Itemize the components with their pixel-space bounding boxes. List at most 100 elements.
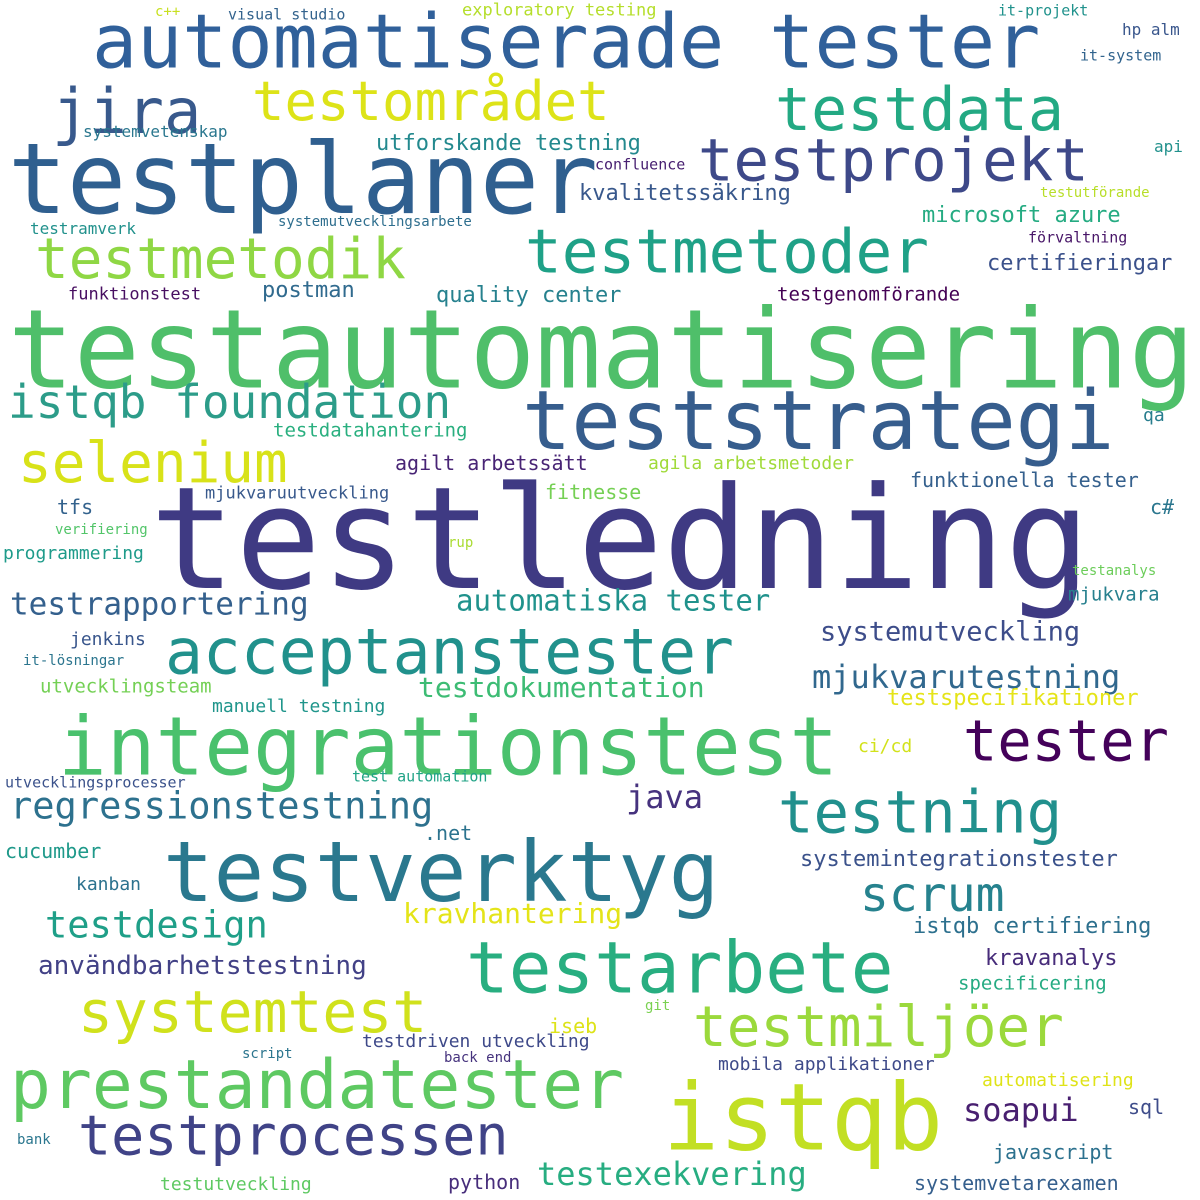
word-kravanalys: kravanalys (985, 946, 1118, 971)
word-fitnesse: fitnesse (545, 480, 642, 504)
word-istqb: istqb (663, 1063, 943, 1172)
word-programmering: programmering (3, 543, 144, 564)
word-testomradet: testområdet (252, 70, 610, 133)
word-c-sharp: c# (1150, 495, 1175, 519)
word-testmetodik: testmetodik (35, 227, 406, 292)
word-manuell-testning: manuell testning (212, 696, 386, 717)
word-testmiljoer: testmiljöer (693, 995, 1064, 1060)
word-specificering: specificering (958, 972, 1107, 995)
word-systemutveckling: systemutveckling (820, 616, 1081, 648)
word-agilt-arbetssatt: agilt arbetssätt (395, 451, 588, 475)
word-hp-alm: hp alm (1122, 20, 1180, 39)
word-ci-cd: ci/cd (858, 736, 913, 757)
word-kvalitetssakring: kvalitetssäkring (579, 181, 791, 206)
word-utvecklingsprocesser: utvecklingsprocesser (5, 773, 186, 792)
word-sql: sql (1128, 1095, 1165, 1119)
word-quality-center: quality center (436, 283, 622, 308)
word-istqb-foundation: istqb foundation (8, 375, 452, 429)
word-iseb: iseb (549, 1014, 598, 1038)
word-testdata: testdata (775, 75, 1064, 145)
word-testutforande: testutförande (1040, 185, 1150, 201)
word-mjukvara: mjukvara (1068, 583, 1160, 606)
word-microsoft-azure: microsoft azure (922, 203, 1121, 228)
word-it-system: it-system (1080, 46, 1162, 65)
word-systemvetarexamen: systemvetarexamen (914, 1171, 1119, 1195)
word-test-automation: test automation (352, 767, 488, 786)
word-back-end: back end (444, 1050, 512, 1066)
word-git: git (645, 998, 671, 1014)
word-script: script (242, 1046, 293, 1062)
word-bank: bank (17, 1132, 51, 1148)
word-testverktyg: testverktyg (163, 823, 720, 921)
word-testutveckling: testutveckling (160, 1174, 312, 1195)
word-testdatahantering: testdatahantering (273, 419, 468, 442)
word-jenkins: jenkins (70, 629, 146, 650)
word-testning: testning (778, 777, 1063, 847)
word-mjukvaruutveckling: mjukvaruutveckling (205, 483, 390, 504)
word-postman: postman (262, 278, 355, 303)
word-exploratory-testing: exploratory testing (462, 0, 657, 21)
word-automatiska-tester: automatiska tester (456, 583, 771, 618)
word-funktionstest: funktionstest (68, 284, 202, 305)
word-verifiering: verifiering (55, 522, 148, 538)
word-testmetoder: testmetoder (525, 216, 929, 288)
word-testautomatisering: testautomatisering (8, 285, 1195, 414)
word-dot-net: .net (424, 821, 473, 845)
word-testgenomforande: testgenomförande (777, 283, 961, 306)
word-testprocessen: testprocessen (78, 1103, 509, 1168)
word-api: api (1154, 137, 1183, 156)
word-visual-studio: visual studio (228, 5, 346, 24)
word-automatiserade-tester: automatiserade tester (92, 0, 1041, 86)
word-testplaner: testplaner (8, 123, 599, 237)
word-mobila-applikationer: mobila applikationer (718, 1054, 935, 1075)
word-soapui: soapui (963, 1091, 1079, 1129)
word-systemtest: systemtest (78, 978, 428, 1046)
word-agila-arbetsmetoder: agila arbetsmetoder (648, 453, 854, 474)
word-selenium: selenium (18, 431, 288, 496)
word-kravhantering: kravhantering (403, 897, 623, 930)
word-testprojekt: testprojekt (698, 125, 1089, 195)
word-tester: tester (963, 708, 1169, 775)
word-testdriven-utveckling: testdriven utveckling (362, 1031, 590, 1052)
word-kanban: kanban (76, 874, 142, 895)
word-c-plus-plus: c++ (155, 4, 181, 20)
word-automatisering: automatisering (982, 1070, 1134, 1091)
word-anvandbarhetstestning: användbarhetstestning (38, 951, 367, 981)
word-scrum: scrum (860, 867, 1005, 923)
word-python: python (448, 1170, 521, 1194)
word-systemintegrationstester: systemintegrationstester (800, 847, 1118, 872)
word-testarbete: testarbete (466, 926, 894, 1010)
word-testrapportering: testrapportering (10, 586, 309, 623)
word-it-projekt: it-projekt (998, 1, 1089, 20)
word-testanalys: testanalys (1072, 563, 1157, 579)
word-javascript: javascript (993, 1140, 1114, 1164)
word-testspecifikationer: testspecifikationer (887, 686, 1139, 711)
word-testdokumentation: testdokumentation (418, 671, 705, 704)
word-testdesign: testdesign (45, 903, 268, 947)
word-regressionstestning: regressionstestning (10, 784, 434, 828)
word-confluence: confluence (595, 155, 686, 174)
word-forvaltning: förvaltning (1028, 228, 1128, 247)
word-utforskande-testning: utforskande testning (376, 131, 641, 156)
word-systemvetenskap: systemvetenskap (83, 122, 228, 141)
word-testexekvering: testexekvering (537, 1155, 807, 1193)
word-certifieringar: certifieringar (987, 251, 1173, 276)
word-tfs: tfs (57, 495, 94, 519)
word-teststrategi: teststrategi (522, 374, 1115, 469)
word-cucumber: cucumber (5, 839, 102, 863)
word-prestandatester: prestandatester (10, 1046, 625, 1125)
word-mjukvarutestning: mjukvarutestning (812, 658, 1121, 696)
word-qa: qa (1143, 405, 1165, 426)
word-utvecklingsteam: utvecklingsteam (40, 675, 212, 698)
word-rup: rup (448, 535, 474, 551)
word-systemutvecklingsarbete: systemutvecklingsarbete (278, 214, 472, 230)
word-acceptanstester: acceptanstester (165, 615, 734, 689)
word-integrationstest: integrationstest (58, 700, 839, 795)
word-testramverk: testramverk (30, 219, 136, 238)
word-jira: jira (52, 75, 202, 148)
word-funktionella-tester: funktionella tester (910, 468, 1139, 492)
word-testledning: testledning (150, 457, 1091, 622)
word-istqb-certifiering: istqb certifiering (913, 914, 1152, 939)
word-java: java (626, 778, 704, 816)
